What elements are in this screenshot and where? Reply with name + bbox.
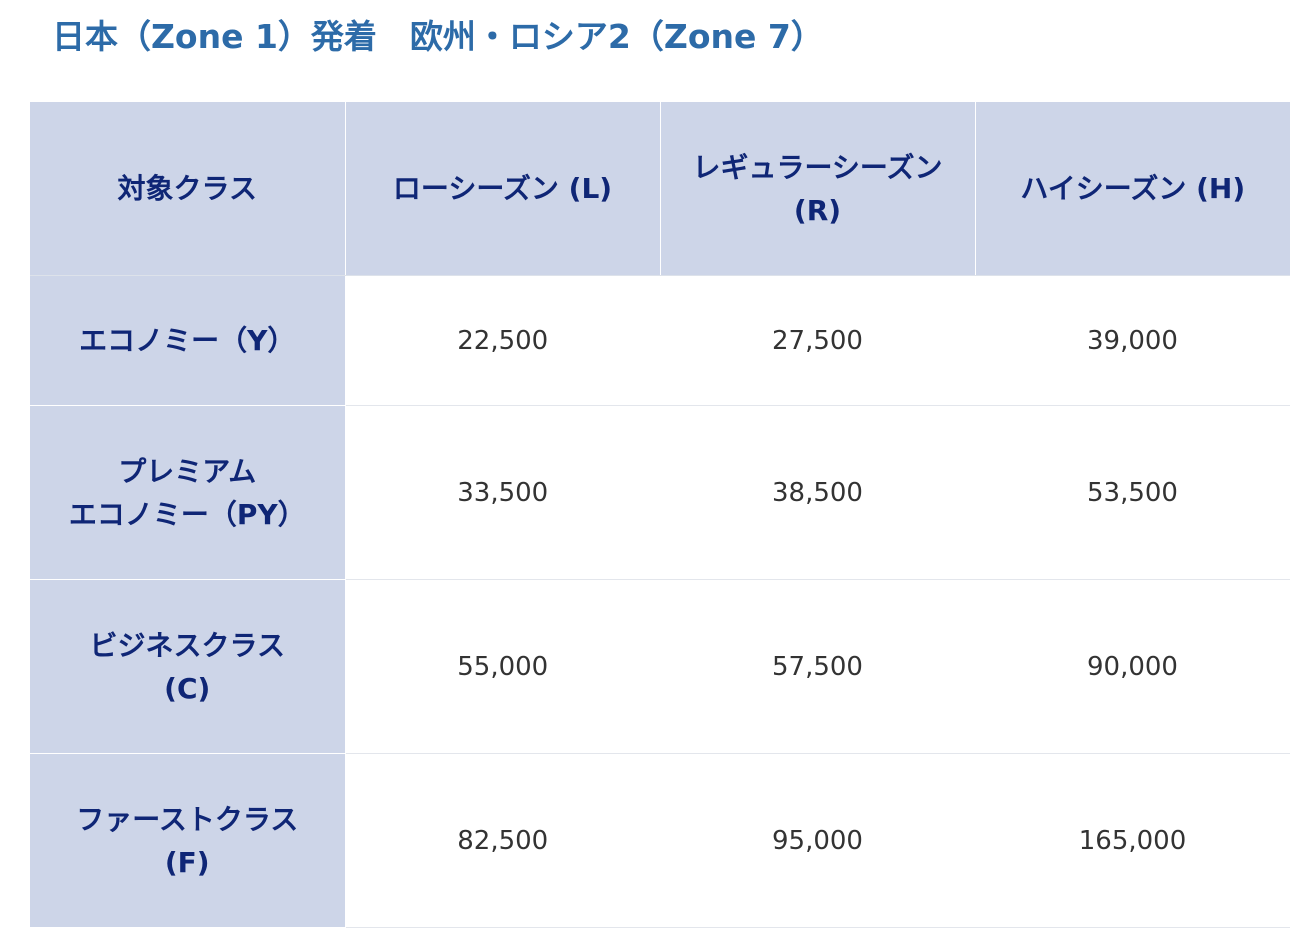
fare-business-regular: 57,500 [660, 579, 975, 754]
table-row-first: ファーストクラス (F) 82,500 95,000 165,000 [30, 753, 1290, 928]
table-row-premium-economy: プレミアム エコノミー（PY） 33,500 38,500 53,500 [30, 405, 1290, 580]
fare-business-low: 55,000 [345, 579, 660, 754]
row-label-first-line1: ファーストクラス [76, 802, 299, 836]
header-low-season: ローシーズン (L) [344, 102, 661, 276]
table-row-business: ビジネスクラス (C) 55,000 57,500 90,000 [30, 579, 1290, 754]
header-class-label: 対象クラス [117, 172, 257, 205]
fare-first-regular: 95,000 [660, 753, 975, 928]
row-label-economy-line1: エコノミー（Y） [79, 324, 296, 357]
table-header-row: 対象クラス ローシーズン (L) レギュラーシーズン (R) ハイシーズン (H… [30, 102, 1290, 276]
row-label-business: ビジネスクラス (C) [30, 579, 346, 754]
header-low-season-label: ローシーズン (L) [392, 172, 613, 205]
fare-premium-economy-low: 33,500 [345, 405, 660, 580]
row-label-premium-economy: プレミアム エコノミー（PY） [30, 405, 346, 580]
row-label-premium-economy-line1: プレミアム [118, 454, 257, 488]
row-label-first: ファーストクラス (F) [30, 753, 346, 928]
fare-economy-low: 22,500 [345, 275, 660, 406]
fare-first-low: 82,500 [345, 753, 660, 928]
header-high-season: ハイシーズン (H) [974, 102, 1290, 276]
fare-business-high: 90,000 [975, 579, 1290, 754]
header-high-season-label: ハイシーズン (H) [1020, 172, 1246, 205]
fare-premium-economy-regular: 38,500 [660, 405, 975, 580]
page-title: 日本（Zone 1）発着 欧州・ロシア2（Zone 7） [52, 17, 824, 56]
row-label-premium-economy-line2: エコノミー（PY） [68, 497, 306, 531]
fare-premium-economy-high: 53,500 [975, 405, 1290, 580]
table-row-economy: エコノミー（Y） 22,500 27,500 39,000 [30, 275, 1290, 406]
header-regular-season-label-line2: (R) [793, 193, 842, 227]
header-class: 対象クラス [30, 102, 346, 276]
header-regular-season: レギュラーシーズン (R) [659, 102, 976, 276]
row-label-first-line2: (F) [164, 845, 210, 879]
fare-table: 対象クラス ローシーズン (L) レギュラーシーズン (R) ハイシーズン (H… [30, 102, 1290, 928]
row-label-economy: エコノミー（Y） [30, 275, 346, 406]
row-label-business-line1: ビジネスクラス [89, 628, 285, 662]
fare-economy-high: 39,000 [975, 275, 1290, 406]
header-regular-season-label-line1: レギュラーシーズン [692, 150, 943, 184]
fare-first-high: 165,000 [975, 753, 1290, 928]
fare-economy-regular: 27,500 [660, 275, 975, 406]
row-label-business-line2: (C) [164, 671, 211, 705]
